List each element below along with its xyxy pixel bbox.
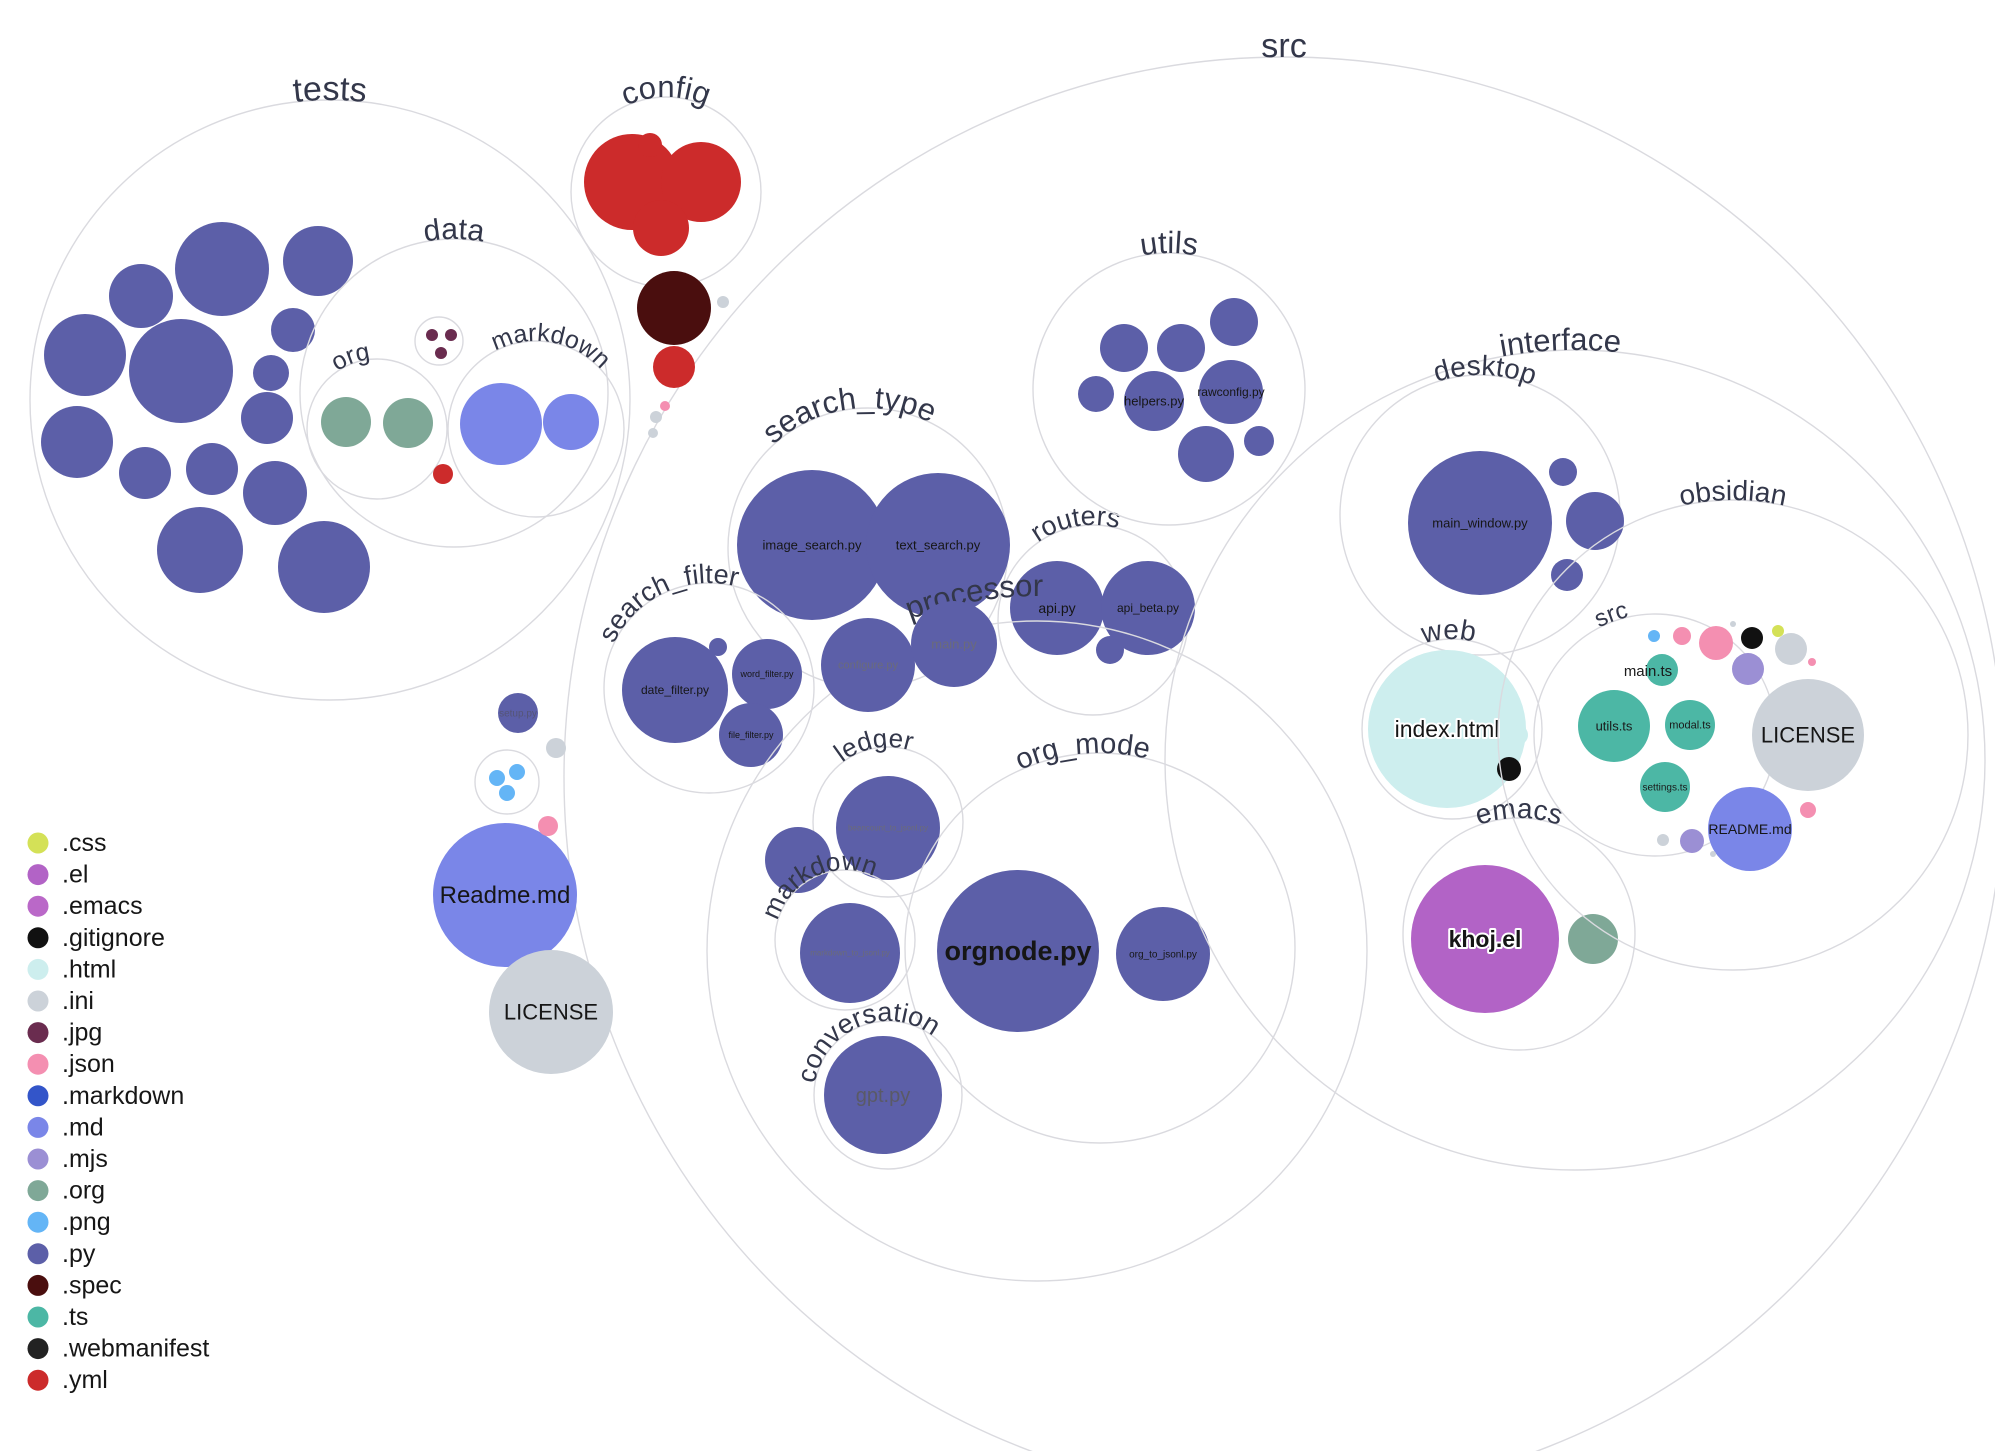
svg-text:.spec: .spec (62, 1271, 122, 1299)
svg-text:index.html: index.html (1395, 716, 1500, 742)
svg-text:.ts: .ts (62, 1303, 88, 1331)
svg-text:.css: .css (62, 829, 106, 857)
svg-text:data: data (421, 213, 487, 249)
svg-text:README.md: README.md (1708, 821, 1791, 837)
svg-text:.ini: .ini (62, 987, 94, 1015)
svg-text:.png: .png (62, 1208, 111, 1236)
svg-text:web: web (1417, 614, 1478, 649)
svg-text:helpers.py: helpers.py (1124, 393, 1184, 408)
svg-text:beancount_to_jsonl.py: beancount_to_jsonl.py (848, 824, 928, 833)
svg-text:settings.ts: settings.ts (1642, 782, 1687, 793)
svg-text:main_window.py: main_window.py (1432, 515, 1528, 530)
svg-text:LICENSE: LICENSE (1761, 723, 1855, 748)
svg-text:Readme.md: Readme.md (440, 882, 571, 909)
svg-text:.emacs: .emacs (62, 892, 143, 920)
svg-text:.org: .org (62, 1177, 105, 1205)
svg-text:.el: .el (62, 861, 88, 889)
svg-text:.yml: .yml (62, 1366, 108, 1394)
svg-text:main.ts: main.ts (1624, 663, 1672, 680)
svg-text:LICENSE: LICENSE (504, 1000, 598, 1025)
svg-text:image_search.py: image_search.py (763, 537, 862, 552)
svg-text:markdown_to_jsonl.py: markdown_to_jsonl.py (810, 949, 890, 958)
svg-text:khoj.el: khoj.el (1449, 926, 1522, 952)
svg-text:.md: .md (62, 1113, 104, 1141)
svg-text:file_filter.py: file_filter.py (728, 730, 774, 740)
svg-text:org_to_jsonl.py: org_to_jsonl.py (1129, 949, 1197, 960)
svg-text:api_beta.py: api_beta.py (1117, 601, 1179, 615)
svg-text:.gitignore: .gitignore (62, 924, 165, 952)
svg-text:main.py: main.py (931, 636, 977, 651)
svg-text:api.py: api.py (1038, 600, 1075, 616)
svg-text:src: src (1261, 27, 1308, 65)
svg-text:orgnode.py: orgnode.py (945, 936, 1092, 966)
svg-text:modal.ts: modal.ts (1669, 720, 1711, 732)
svg-text:word_filter.py: word_filter.py (739, 669, 794, 679)
svg-text:date_filter.py: date_filter.py (641, 683, 709, 697)
svg-text:.py: .py (62, 1240, 96, 1268)
svg-text:configure.py: configure.py (838, 660, 898, 672)
svg-text:.webmanifest: .webmanifest (62, 1335, 209, 1363)
svg-text:.markdown: .markdown (62, 1082, 184, 1110)
svg-text:.html: .html (62, 955, 116, 983)
svg-text:setup.py: setup.py (499, 708, 537, 719)
svg-text:utils: utils (1138, 225, 1201, 263)
svg-text:utils.ts: utils.ts (1596, 718, 1633, 733)
svg-text:.jpg: .jpg (62, 1019, 102, 1047)
svg-text:rawconfig.py: rawconfig.py (1197, 385, 1264, 399)
svg-text:text_search.py: text_search.py (896, 537, 981, 552)
svg-text:gpt.py: gpt.py (856, 1085, 910, 1107)
svg-text:.json: .json (62, 1050, 115, 1078)
svg-text:.mjs: .mjs (62, 1145, 108, 1173)
